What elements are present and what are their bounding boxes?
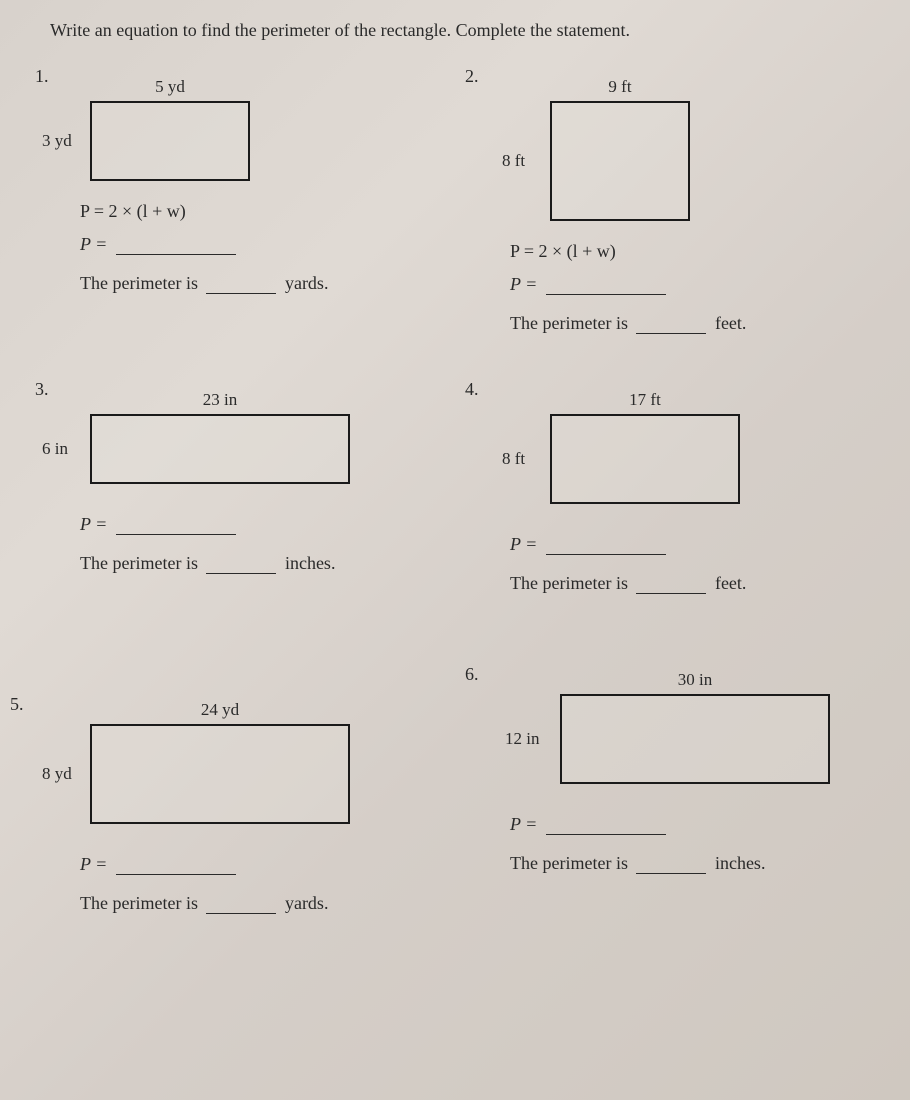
answer-blank[interactable] (636, 856, 706, 874)
perimeter-statement: The perimeter is inches. (80, 553, 440, 574)
problems-grid: 1. 5 yd 3 yd P = 2 × (l + w) P = The per… (30, 61, 880, 934)
rectangle (550, 101, 690, 221)
dimension-left: 6 in (42, 414, 68, 484)
p-equals-line: P = (510, 274, 870, 295)
problem-4: 4. 17 ft 8 ft P = The perimeter is feet. (460, 374, 880, 614)
dimension-top: 17 ft (550, 390, 740, 410)
problem-6: 6. 30 in 12 in P = The perimeter is inch… (460, 634, 880, 934)
problem-5: 5. 24 yd 8 yd P = The perimeter is yards… (30, 634, 450, 934)
dimension-top: 5 yd (90, 77, 250, 97)
answer-blank[interactable] (116, 857, 236, 875)
rectangle (550, 414, 740, 504)
dimension-left: 8 ft (502, 414, 525, 504)
p-equals-line: P = (80, 234, 440, 255)
answer-blank[interactable] (636, 316, 706, 334)
perimeter-statement: The perimeter is inches. (510, 853, 870, 874)
problem-3: 3. 23 in 6 in P = The perimeter is inche… (30, 374, 450, 614)
p-equals-line: P = (510, 814, 870, 835)
answer-blank[interactable] (206, 896, 276, 914)
rectangle (90, 101, 250, 181)
rectangle (560, 694, 830, 784)
answer-blank[interactable] (116, 237, 236, 255)
perimeter-statement: The perimeter is yards. (80, 273, 440, 294)
perimeter-statement: The perimeter is feet. (510, 313, 870, 334)
dimension-top: 30 in (560, 670, 830, 690)
dimension-top: 24 yd (90, 700, 350, 720)
perimeter-statement: The perimeter is feet. (510, 573, 870, 594)
perimeter-statement: The perimeter is yards. (80, 893, 440, 914)
answer-blank[interactable] (546, 277, 666, 295)
answer-blank[interactable] (636, 576, 706, 594)
dimension-top: 9 ft (550, 77, 690, 97)
rectangle (90, 724, 350, 824)
rectangle (90, 414, 350, 484)
answer-blank[interactable] (546, 537, 666, 555)
answer-blank[interactable] (116, 517, 236, 535)
answer-blank[interactable] (206, 556, 276, 574)
dimension-top: 23 in (90, 390, 350, 410)
p-equals-line: P = (80, 514, 440, 535)
formula: P = 2 × (l + w) (510, 241, 870, 262)
p-equals-line: P = (80, 854, 440, 875)
problem-number: 4. (465, 379, 479, 400)
problem-number: 5. (10, 694, 24, 715)
problem-1: 1. 5 yd 3 yd P = 2 × (l + w) P = The per… (30, 61, 450, 354)
dimension-left: 12 in (505, 694, 539, 784)
problem-2: 2. 9 ft 8 ft P = 2 × (l + w) P = The per… (460, 61, 880, 354)
dimension-left: 8 yd (42, 724, 72, 824)
answer-blank[interactable] (546, 817, 666, 835)
dimension-left: 3 yd (42, 101, 72, 181)
worksheet-instructions: Write an equation to find the perimeter … (30, 20, 880, 41)
answer-blank[interactable] (206, 276, 276, 294)
problem-number: 6. (465, 664, 479, 685)
formula: P = 2 × (l + w) (80, 201, 440, 222)
problem-number: 2. (465, 66, 479, 87)
dimension-left: 8 ft (502, 101, 525, 221)
problem-number: 3. (35, 379, 49, 400)
p-equals-line: P = (510, 534, 870, 555)
problem-number: 1. (35, 66, 49, 87)
